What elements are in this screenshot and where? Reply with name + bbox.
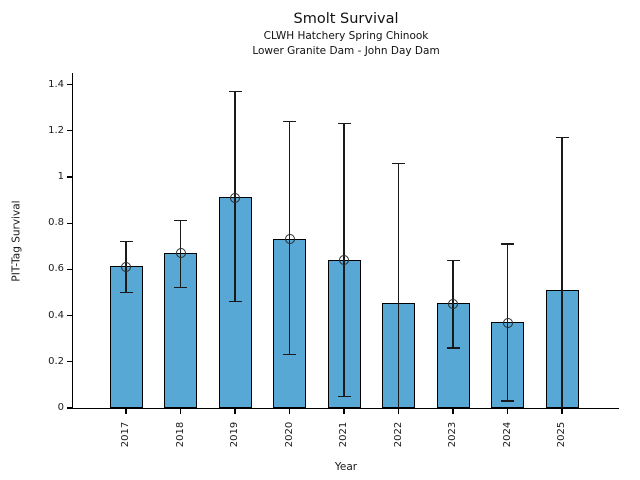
x-tick-label-wrap: 2017 bbox=[119, 417, 133, 451]
point-marker bbox=[284, 234, 295, 245]
y-tick bbox=[67, 407, 72, 409]
x-tick-label: 2021 bbox=[338, 421, 350, 447]
point-marker bbox=[502, 317, 513, 328]
x-axis-label: Year bbox=[334, 461, 358, 473]
y-tick bbox=[67, 222, 72, 224]
x-tick bbox=[288, 409, 291, 414]
x-tick-label: 2022 bbox=[393, 421, 405, 447]
error-cap-top bbox=[501, 243, 514, 245]
x-tick bbox=[234, 409, 236, 414]
error-cap-top bbox=[337, 123, 351, 125]
y-tick bbox=[67, 361, 72, 363]
chart-subtitle-reach: Lower Granite Dam - John Day Dam bbox=[252, 45, 440, 57]
y-tick bbox=[67, 314, 72, 317]
x-tick-label-wrap: 2023 bbox=[446, 417, 460, 451]
error-cap-top bbox=[119, 241, 133, 243]
error-cap-top bbox=[446, 259, 460, 261]
x-tick-label: 2018 bbox=[175, 421, 187, 447]
error-cap-top bbox=[392, 162, 405, 164]
x-tick bbox=[343, 409, 345, 414]
x-tick-label-wrap: 2024 bbox=[501, 417, 515, 451]
chart-subtitle-stock: CLWH Hatchery Spring Chinook bbox=[263, 30, 429, 42]
x-tick-label: 2024 bbox=[502, 421, 514, 447]
error-cap-bottom bbox=[446, 347, 460, 349]
chart-title: Smolt Survival bbox=[293, 11, 399, 27]
y-tick bbox=[67, 268, 72, 270]
error-cap-bottom bbox=[228, 301, 242, 303]
error-cap-top bbox=[283, 120, 296, 123]
y-tick-label: 0 bbox=[57, 402, 64, 413]
point-marker bbox=[121, 262, 131, 273]
x-tick bbox=[452, 409, 454, 414]
y-tick-label: 0.6 bbox=[48, 263, 64, 275]
plot-area bbox=[72, 73, 619, 409]
x-tick-label-wrap: 2025 bbox=[555, 417, 569, 451]
x-tick-label: 2017 bbox=[120, 421, 132, 447]
x-tick bbox=[561, 409, 563, 414]
point-marker bbox=[448, 299, 458, 310]
x-tick-label-wrap: 2022 bbox=[392, 417, 406, 451]
x-tick bbox=[179, 409, 182, 414]
x-tick-label-wrap: 2018 bbox=[174, 417, 188, 451]
y-tick-label: 1.2 bbox=[48, 124, 64, 136]
y-tick-label: 0.2 bbox=[48, 355, 64, 367]
y-tick-label: 0.4 bbox=[48, 309, 64, 321]
x-tick bbox=[397, 409, 400, 414]
x-tick bbox=[125, 409, 127, 414]
y-tick-label: 1.4 bbox=[48, 78, 64, 90]
x-tick-label-wrap: 2020 bbox=[283, 417, 297, 451]
error-cap-bottom bbox=[119, 291, 133, 294]
point-marker bbox=[175, 248, 186, 259]
y-tick bbox=[67, 130, 72, 132]
y-tick-label: 0.8 bbox=[48, 217, 64, 229]
y-tick bbox=[67, 176, 72, 178]
error-cap-bottom bbox=[174, 287, 187, 289]
error-cap-top bbox=[174, 220, 187, 222]
x-tick-label: 2025 bbox=[556, 421, 568, 447]
y-tick-label: 1 bbox=[57, 170, 64, 182]
x-tick bbox=[506, 409, 509, 414]
x-tick-label-wrap: 2019 bbox=[228, 417, 242, 451]
point-marker bbox=[230, 192, 240, 203]
point-marker bbox=[339, 255, 349, 266]
x-tick-label: 2020 bbox=[284, 421, 296, 447]
error-cap-bottom bbox=[283, 354, 296, 356]
error-bar-line bbox=[397, 163, 400, 408]
y-tick bbox=[67, 83, 72, 86]
error-bar-line bbox=[561, 137, 563, 408]
x-tick-label: 2023 bbox=[447, 421, 459, 447]
error-cap-bottom bbox=[337, 395, 351, 398]
x-tick-label-wrap: 2021 bbox=[337, 417, 351, 451]
error-cap-top bbox=[555, 137, 569, 139]
error-cap-bottom bbox=[501, 400, 514, 402]
error-cap-top bbox=[228, 90, 242, 93]
x-tick-label: 2019 bbox=[229, 421, 241, 447]
